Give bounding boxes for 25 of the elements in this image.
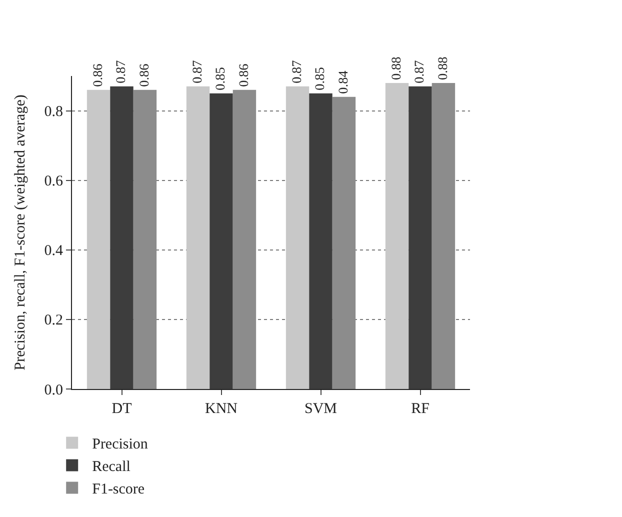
data-label: 0.87 — [113, 60, 128, 84]
legend-label: F1-score — [92, 482, 145, 498]
y-tick-label: 0.8 — [44, 104, 63, 120]
data-label: 0.85 — [212, 66, 228, 90]
data-label: 0.86 — [236, 63, 251, 87]
data-label: 0.86 — [90, 63, 105, 87]
y-axis-title: Precision, recall, F1-score (weighted average) — [12, 94, 28, 370]
x-tick-label: DT — [112, 401, 132, 417]
legend-label: Recall — [92, 459, 130, 476]
y-tick-label: 0.2 — [44, 312, 63, 329]
y-tick-label: 0.4 — [44, 243, 64, 260]
data-label: 0.88 — [388, 56, 404, 80]
x-tick-label: RF — [411, 401, 430, 417]
data-label: 0.84 — [335, 70, 350, 94]
legend-label: Precision — [92, 436, 148, 453]
data-label: 0.85 — [312, 66, 328, 90]
data-label: 0.87 — [288, 60, 304, 84]
x-tick-label: KNN — [205, 401, 238, 417]
data-label: 0.87 — [412, 60, 427, 84]
data-label: 0.86 — [136, 63, 152, 87]
data-label: 0.87 — [189, 60, 204, 84]
y-tick-label: 0.0 — [44, 382, 63, 398]
x-tick-label: SVM — [304, 401, 338, 417]
y-tick-label: 0.6 — [44, 174, 64, 190]
data-label: 0.88 — [434, 56, 450, 80]
